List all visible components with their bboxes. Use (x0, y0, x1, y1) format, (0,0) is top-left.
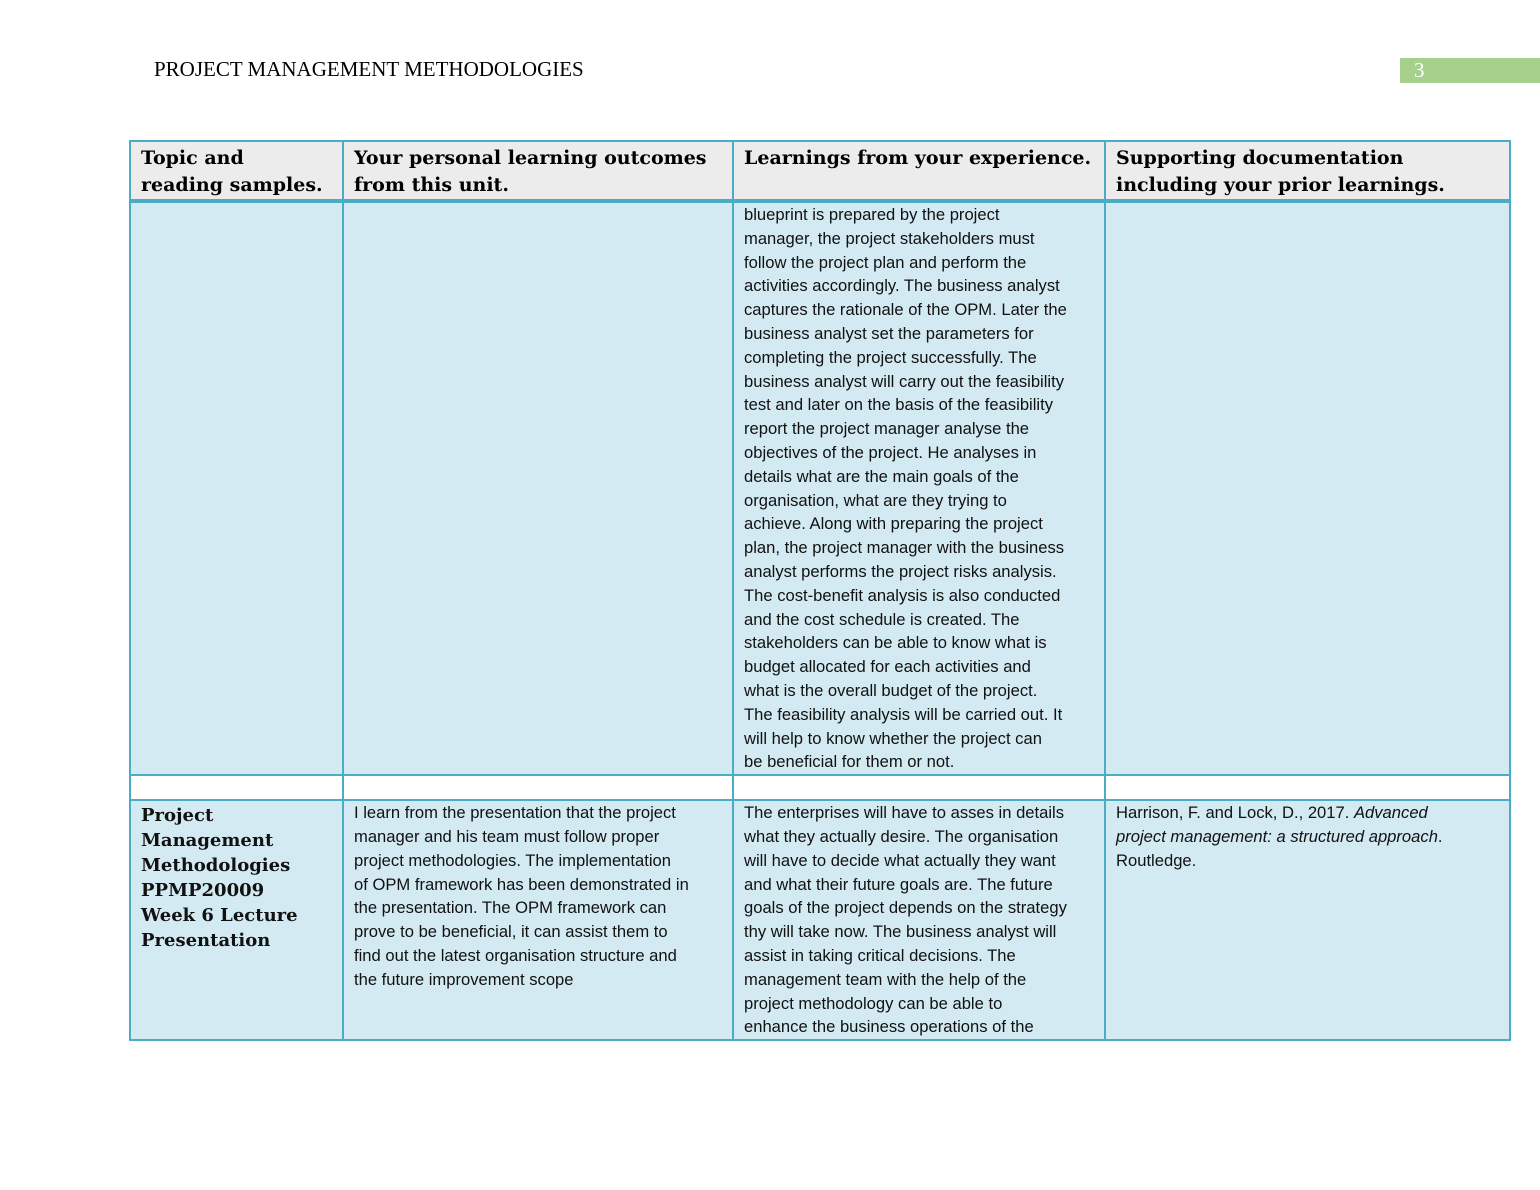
text-line: objectives of the project. He analyses i… (744, 442, 1037, 462)
text-line: report the project manager analyse the (744, 419, 1030, 439)
outcome-cell (342, 199, 734, 777)
text-line: the presentation. The OPM framework can (354, 898, 667, 918)
text-line: and what their future goals are. The fut… (744, 874, 1053, 894)
experience-cell: blueprint is prepared by the project mana… (732, 199, 1106, 777)
text-line: Presentation (141, 930, 271, 952)
text-line: thy will take now. The business analyst … (744, 922, 1057, 942)
table-header-row: Topic and reading samples. Your personal… (129, 140, 1511, 203)
table-row: Project Management Methodologies PPMP20009 W… (129, 799, 1511, 1042)
text-line: what they actually desire. The organisat… (744, 826, 1059, 846)
learning-journal-table: Topic and reading samples. Your personal… (129, 140, 1511, 1042)
table-row-empty (129, 774, 1511, 802)
text-line: management team with the help of the (744, 969, 1027, 989)
text-line: Management (141, 830, 274, 852)
column-header-outcomes: Your personal learning outcomes from thi… (342, 140, 734, 203)
text-line: business analyst will carry out the feas… (744, 371, 1065, 391)
text-line: Methodologies (141, 855, 291, 877)
text-line: manager and his team must follow proper (354, 826, 660, 846)
text-line: The cost-benefit analysis is also conduc… (744, 585, 1061, 605)
text-line: analyst performs the project risks analy… (744, 561, 1057, 581)
text-line: be beneficial for them or not. (744, 752, 955, 772)
text-line: prove to be beneficial, it can assist th… (354, 922, 668, 942)
text-line: PPMP20009 (141, 880, 265, 902)
text-line: The enterprises will have to asses in de… (744, 803, 1065, 823)
text-line: stakeholders can be able to know what is (744, 633, 1047, 653)
text-line: project methodology can be able to (744, 993, 1003, 1013)
text-line: goals of the project depends on the stra… (744, 898, 1067, 918)
text-line: Project (141, 805, 214, 827)
text-line: of OPM framework has been demonstrated i… (354, 874, 689, 894)
column-header-experience: Learnings from your experience. (732, 140, 1106, 203)
empty-cell (1104, 774, 1511, 802)
column-header-topic: Topic and reading samples. (129, 140, 344, 203)
text-line: assist in taking critical decisions. The (744, 945, 1016, 965)
text-line: follow the project plan and perform the (744, 252, 1027, 272)
topic-cell (129, 199, 344, 777)
reference-punct: . (1437, 826, 1443, 846)
text-line: test and later on the basis of the feasi… (744, 395, 1054, 415)
text-line: plan, the project manager with the busin… (744, 538, 1065, 558)
text-line: enhance the business operations of the (744, 1017, 1034, 1037)
text-line: achieve. Along with preparing the projec… (744, 514, 1043, 534)
text-line: will help to know whether the project ca… (744, 728, 1042, 748)
text-line: I learn from the presentation that the p… (354, 803, 676, 823)
documentation-cell: Harrison, F. and Lock, D., 2017. Advance… (1104, 799, 1511, 1042)
text-line: what is the overall budget of the projec… (744, 680, 1038, 700)
column-header-documentation: Supporting documentation including your … (1104, 140, 1511, 203)
text-line: the future improvement scope (354, 969, 574, 989)
text-line: organisation, what are they trying to (744, 490, 1007, 510)
text-line: manager, the project stakeholders must (744, 228, 1035, 248)
reference-line: Harrison, F. and Lock, D., 2017. Advance… (1116, 801, 1499, 825)
text-line: blueprint is prepared by the project (744, 205, 1000, 224)
text-line: Week 6 Lecture (141, 905, 298, 927)
topic-cell: Project Management Methodologies PPMP20009 W… (129, 799, 344, 1042)
text-line: and the cost schedule is created. The (744, 609, 1020, 629)
reference-line: project management: a structured approac… (1116, 825, 1499, 849)
text-line: business analyst set the parameters for (744, 323, 1034, 343)
text-line: activities accordingly. The business ana… (744, 276, 1060, 296)
running-header-title: PROJECT MANAGEMENT METHODOLOGIES (154, 57, 584, 81)
reference-title: project management: a structured approac… (1116, 826, 1438, 846)
table-row: blueprint is prepared by the project mana… (129, 199, 1511, 777)
outcome-cell: I learn from the presentation that the p… (342, 799, 734, 1042)
experience-cell: The enterprises will have to asses in de… (732, 799, 1106, 1042)
reference-authors: Harrison, F. and Lock, D., 2017. (1116, 803, 1354, 823)
empty-cell (129, 774, 344, 802)
reference-publisher: Routledge. (1116, 850, 1197, 870)
text-line: details what are the main goals of the (744, 466, 1019, 486)
text-line: will have to decide what actually they w… (744, 850, 1056, 870)
page-number: 3 (1400, 58, 1540, 83)
reference-title: Advanced (1353, 803, 1428, 823)
text-line: completing the project successfully. The (744, 347, 1037, 367)
documentation-cell (1104, 199, 1511, 777)
text-line: captures the rationale of the OPM. Later… (744, 300, 1067, 320)
text-line: project methodologies. The implementatio… (354, 850, 671, 870)
text-line: find out the latest organisation structu… (354, 945, 677, 965)
empty-cell (732, 774, 1106, 802)
text-line: budget allocated for each activities and (744, 657, 1031, 677)
text-line: The feasibility analysis will be carried… (744, 704, 1063, 724)
empty-cell (342, 774, 734, 802)
